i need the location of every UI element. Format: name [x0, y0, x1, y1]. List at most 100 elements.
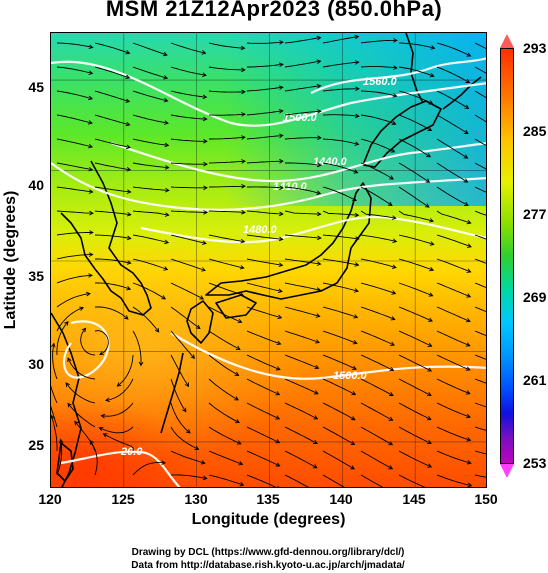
streamline-arrowhead — [161, 295, 166, 300]
streamline-arrowhead — [203, 139, 208, 144]
streamline-arrowhead — [126, 260, 132, 265]
streamline — [132, 114, 169, 124]
streamline — [360, 402, 393, 421]
streamline-arrowhead — [275, 366, 281, 371]
y-tick-label: 25 — [28, 437, 44, 453]
streamline-arrowhead — [241, 135, 246, 140]
streamline-arrowhead — [201, 267, 206, 272]
streamline-arrowhead — [467, 482, 473, 487]
streamline — [436, 330, 470, 347]
streamline — [170, 282, 204, 300]
streamline — [246, 378, 280, 396]
streamline-arrowhead — [275, 415, 281, 420]
streamline — [398, 90, 433, 105]
streamline-arrowhead — [126, 211, 132, 217]
streamline — [360, 39, 397, 44]
streamline — [398, 138, 431, 158]
streamline — [360, 426, 393, 446]
streamline-arrowhead — [316, 287, 322, 292]
streamline — [246, 354, 281, 371]
streamline-arrowhead — [240, 238, 246, 244]
streamline — [94, 306, 129, 320]
streamline-arrowhead — [161, 460, 167, 465]
streamline — [132, 258, 168, 271]
streamline-arrowhead — [426, 416, 432, 421]
streamline — [208, 234, 245, 243]
streamline — [132, 90, 168, 102]
streamline-arrowhead — [278, 85, 284, 90]
x-tick-label: 130 — [184, 491, 208, 507]
streamline-arrowhead — [426, 439, 432, 445]
contour-1480 — [140, 216, 486, 244]
streamline — [284, 60, 321, 68]
streamline-arrowhead — [125, 144, 131, 150]
streamline-arrowhead — [238, 291, 244, 297]
streamline — [398, 402, 432, 421]
streamline — [398, 354, 432, 372]
streamline-arrowhead — [98, 426, 104, 432]
contour-label: 1410.0 — [273, 181, 308, 193]
streamline-arrowhead — [465, 390, 471, 395]
streamline-arrowhead — [126, 235, 132, 241]
streamline-arrowhead — [427, 463, 433, 468]
streamline — [56, 321, 69, 356]
streamline — [170, 66, 207, 76]
streamline — [284, 474, 309, 487]
streamline-arrowhead — [317, 235, 322, 241]
streamline — [170, 378, 187, 412]
taiwan-coast — [56, 442, 74, 482]
streamline-arrowhead — [88, 166, 94, 172]
streamline-arrowhead — [388, 416, 394, 421]
streamline — [208, 42, 245, 49]
streamline — [360, 210, 396, 219]
streamline — [474, 354, 486, 360]
streamline — [51, 415, 58, 452]
colorbar-tick: 293 — [523, 40, 547, 56]
streamline — [246, 306, 282, 319]
kuril-islands — [442, 76, 482, 110]
streamline-arrowhead — [81, 327, 87, 333]
streamline — [360, 138, 395, 153]
streamline-arrowhead — [355, 86, 360, 92]
streamline — [398, 426, 432, 444]
streamline — [284, 110, 321, 116]
streamline-arrowhead — [241, 67, 246, 73]
streamline-arrowhead — [195, 324, 201, 330]
streamline — [360, 378, 394, 396]
streamline-arrowhead — [79, 306, 85, 311]
streamline-arrowhead — [390, 316, 396, 321]
streamline — [94, 186, 131, 193]
streamline-arrowhead — [466, 460, 472, 465]
streamline-arrowhead — [241, 159, 246, 164]
streamline — [436, 474, 472, 487]
streamline — [56, 186, 93, 193]
streamline-arrowhead — [102, 433, 108, 438]
streamline-arrowhead — [86, 291, 91, 297]
streamline — [284, 186, 321, 195]
streamline — [132, 234, 169, 244]
streamline — [208, 402, 240, 423]
streamline-arrowhead — [429, 486, 430, 487]
streamline — [94, 234, 131, 239]
streamline — [322, 354, 357, 370]
streamline-arrowhead — [64, 320, 69, 326]
streamline — [95, 258, 131, 264]
streamline-arrowhead — [235, 345, 241, 350]
streamline-arrowhead — [279, 133, 284, 139]
streamline-arrowhead — [428, 317, 433, 322]
streamline-arrowhead — [354, 60, 360, 65]
streamline-arrowhead — [164, 120, 169, 125]
streamline-arrowhead — [388, 441, 394, 446]
streamline — [170, 354, 189, 387]
streamline-arrowhead — [392, 93, 398, 98]
streamline-arrowhead — [237, 318, 243, 324]
streamline-arrowhead — [126, 286, 132, 291]
streamline-arrowhead — [388, 465, 394, 470]
contour-1410 — [51, 162, 486, 211]
streamline-arrowhead — [88, 189, 94, 194]
streamline-arrowhead — [391, 120, 397, 126]
streamline-arrowhead — [51, 414, 55, 420]
streamline-arrowhead — [163, 266, 169, 271]
streamline — [246, 110, 283, 116]
streamline — [322, 162, 358, 174]
